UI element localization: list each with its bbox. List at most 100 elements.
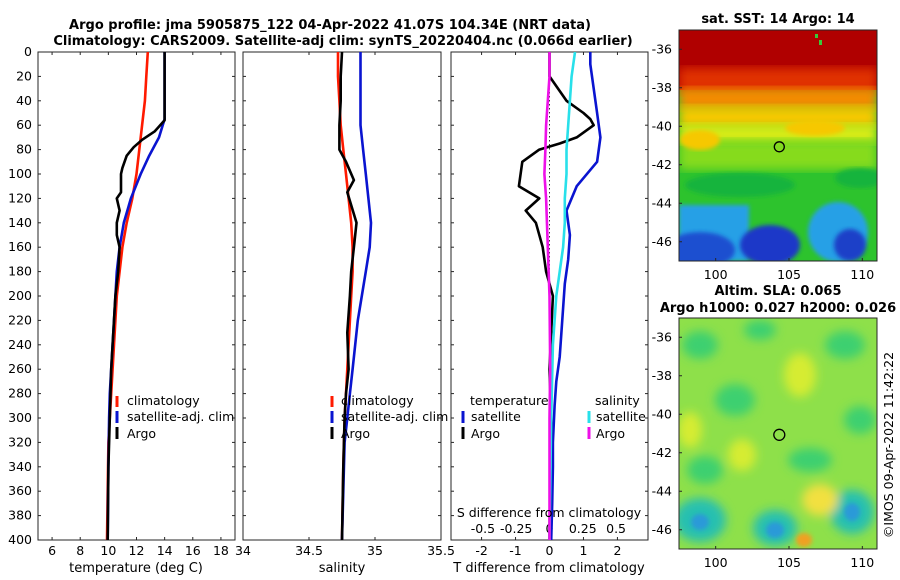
x-tick-label: 16 <box>185 543 201 558</box>
map-lat-label: -40 <box>652 118 672 133</box>
x-tick-label: -1 <box>509 543 521 558</box>
s-difference-label: S difference from climatology <box>457 505 642 520</box>
x-tick-label: 18 <box>213 543 229 558</box>
depth-tick-label: 140 <box>8 215 32 230</box>
figure-title-line2: Climatology: CARS2009. Satellite-adj cli… <box>53 34 632 49</box>
temperature-axis-label: temperature (deg C) <box>69 561 203 576</box>
sla-field <box>679 318 877 549</box>
temperature-legend: climatology satellite-adj. clim Argo <box>115 393 234 441</box>
salinity-y-grid <box>243 51 441 541</box>
t-difference-tick-labels: -2 -1 0 1 2 <box>475 52 621 558</box>
legend-climatology: climatology <box>341 393 414 408</box>
depth-tick-label: 220 <box>8 312 32 327</box>
depth-tick-label: 400 <box>8 532 32 547</box>
depth-tick-label: 380 <box>8 508 32 523</box>
x-tick-label: 12 <box>129 543 145 558</box>
depth-tick-label: 200 <box>8 288 32 303</box>
temperature-axes-box <box>37 51 236 541</box>
x-tick-label: 10 <box>100 543 116 558</box>
x-tick-label: -2 <box>475 543 487 558</box>
depth-tick-labels: 0 20 40 60 80 100 120 140 160 180 200 220 240 260 280 3… <box>8 44 32 547</box>
depth-tick-label: 320 <box>8 434 32 449</box>
map-lat-label: -46 <box>652 234 672 249</box>
salinity-tick-labels: 34 34.5 35 35.5 <box>235 52 455 558</box>
depth-tick-label: 160 <box>8 239 32 254</box>
salinity-axis-label: salinity <box>319 561 366 576</box>
sla-map-frame <box>678 317 878 550</box>
map-lat-label: -46 <box>652 522 672 537</box>
legend-s-satellite: satellite <box>596 409 646 424</box>
legend-satellite-adj: satellite-adj. clim <box>341 409 448 424</box>
difference-y-grid <box>451 51 648 541</box>
depth-tick-label: 0 <box>24 44 32 59</box>
map-lat-label: -36 <box>652 329 672 344</box>
x-tick-label: 2 <box>613 543 621 558</box>
s-diff-tick-label: 0.25 <box>569 521 597 536</box>
argo-location-marker <box>773 428 786 441</box>
map-lon-label: 105 <box>777 555 801 570</box>
s-diff-tick-label: -0.5 <box>471 521 495 536</box>
temperature-y-grid <box>38 51 235 541</box>
series-line-argo <box>106 52 166 540</box>
legend-argo: Argo <box>341 426 370 441</box>
depth-tick-label: 280 <box>8 386 32 401</box>
map-lat-label: -42 <box>652 445 672 460</box>
map-lat-label: -40 <box>652 406 672 421</box>
legend-title-temperature: temperature <box>470 393 549 408</box>
legend-t-satellite: satellite <box>471 409 521 424</box>
salinity-panel: 34 34.5 35 35.5 salinity climatology satell… <box>235 51 455 576</box>
sst-map-frame <box>678 29 878 262</box>
x-tick-label: 8 <box>76 543 84 558</box>
sst-map-tick-labels: 100 105 110 -36 -38 -40 -42 -44 -46 <box>652 41 875 282</box>
map-lat-label: -42 <box>652 157 672 172</box>
depth-tick-label: 120 <box>8 190 32 205</box>
x-tick-label: 0 <box>546 543 554 558</box>
salinity-legend: climatology satellite-adj. clim Argo <box>330 393 448 441</box>
legend-climatology: climatology <box>127 393 200 408</box>
legend-title-salinity: salinity <box>595 393 640 408</box>
temperature-panel: 0 20 40 60 80 100 120 140 160 180 200 220 240 260 280 3… <box>8 44 236 576</box>
series-line-s-satellite <box>548 52 577 540</box>
x-tick-label: 35 <box>367 543 383 558</box>
sla-map-title-line1: Altim. SLA: 0.065 <box>715 284 842 299</box>
temperature-tick-labels: 6 8 10 12 14 16 18 <box>48 52 229 558</box>
legend-s-argo: Argo <box>596 426 625 441</box>
sst-field <box>679 30 877 261</box>
x-tick-label: 34 <box>235 543 251 558</box>
map-lon-label: 100 <box>704 555 728 570</box>
sla-map-tick-labels: 100 105 110 -36 -38 -40 -42 -44 -46 <box>652 329 875 570</box>
difference-legend: temperature salinity satellite Argo sate… <box>461 393 646 441</box>
depth-tick-label: 240 <box>8 337 32 352</box>
series-line-t-satellite <box>549 52 602 540</box>
sla-map-title-line2: Argo h1000: 0.027 h2000: 0.026 <box>660 301 896 316</box>
depth-tick-label: 60 <box>16 117 32 132</box>
sst-map-title: sat. SST: 14 Argo: 14 <box>701 12 854 27</box>
series-line-s-argo <box>543 52 552 540</box>
difference-panel: -2 -1 0 1 2 -0.5 -0.25 0 0.25 0.5 S difference f… <box>450 51 649 576</box>
legend-argo: Argo <box>127 426 156 441</box>
series-line-argo <box>338 52 358 540</box>
depth-tick-label: 20 <box>16 68 32 83</box>
argo-location-marker <box>773 141 785 153</box>
sst-map-panel: sat. SST: 14 Argo: 14 100 105 110 -36 -38 -40… <box>652 12 878 282</box>
t-difference-axis-label: T difference from climatology <box>452 561 645 576</box>
map-lon-label: 100 <box>704 267 728 282</box>
x-tick-label: 34.5 <box>295 543 323 558</box>
imos-watermark: ©IMOS 09-Apr-2022 11:42:22 <box>881 352 896 538</box>
map-lat-label: -44 <box>652 195 672 210</box>
depth-tick-label: 300 <box>8 410 32 425</box>
x-tick-label: 6 <box>48 543 56 558</box>
depth-tick-label: 80 <box>16 142 32 157</box>
series-line-satellite-adj-clim <box>340 52 373 540</box>
x-tick-label: 35.5 <box>427 543 455 558</box>
map-lon-label: 105 <box>777 267 801 282</box>
sla-map-panel: Altim. SLA: 0.065 Argo h1000: 0.027 h200… <box>652 284 897 570</box>
s-diff-tick-label: -0.25 <box>500 521 532 536</box>
s-diff-tick-label: 0.5 <box>606 521 626 536</box>
legend-t-argo: Argo <box>471 426 500 441</box>
depth-tick-label: 40 <box>16 93 32 108</box>
depth-tick-label: 100 <box>8 166 32 181</box>
depth-tick-label: 340 <box>8 459 32 474</box>
legend-satellite-adj: satellite-adj. clim <box>127 409 234 424</box>
